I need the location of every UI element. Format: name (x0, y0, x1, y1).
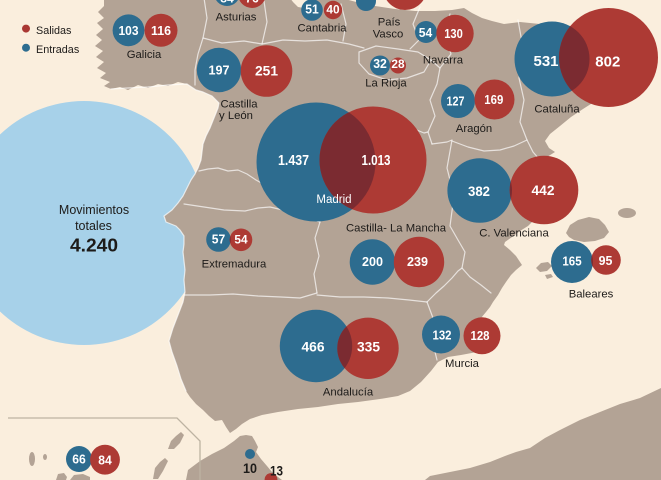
svg-text:Aragón: Aragón (456, 123, 492, 135)
svg-text:169: 169 (484, 92, 503, 107)
svg-text:Madrid: Madrid (316, 194, 351, 206)
svg-text:128: 128 (471, 328, 490, 343)
svg-text:32: 32 (373, 57, 387, 71)
svg-text:66: 66 (72, 453, 86, 467)
svg-text:Murcia: Murcia (445, 358, 480, 370)
svg-text:Vasco: Vasco (373, 29, 404, 41)
svg-text:116: 116 (151, 23, 171, 38)
svg-text:197: 197 (209, 62, 230, 77)
svg-text:Entradas: Entradas (36, 44, 80, 56)
svg-text:239: 239 (407, 254, 428, 269)
svg-text:40: 40 (326, 2, 339, 16)
svg-text:totales: totales (75, 219, 112, 233)
svg-text:200: 200 (362, 254, 383, 269)
svg-text:1.437: 1.437 (278, 152, 309, 169)
svg-text:Extremadura: Extremadura (202, 259, 267, 271)
svg-text:335: 335 (357, 339, 380, 354)
svg-text:382: 382 (468, 184, 490, 199)
svg-text:y León: y León (219, 110, 253, 122)
svg-text:Andalucía: Andalucía (323, 387, 374, 399)
svg-text:531: 531 (534, 54, 559, 70)
svg-text:251: 251 (255, 63, 278, 78)
svg-text:Baleares: Baleares (569, 289, 614, 301)
svg-text:132: 132 (433, 327, 452, 342)
svg-text:51: 51 (305, 2, 319, 16)
svg-text:4.240: 4.240 (70, 235, 118, 256)
svg-text:103: 103 (119, 23, 139, 38)
svg-text:10: 10 (243, 461, 257, 476)
svg-text:95: 95 (599, 253, 613, 268)
svg-text:28: 28 (391, 57, 404, 71)
svg-text:Castilla- La Mancha: Castilla- La Mancha (346, 223, 447, 235)
svg-text:13: 13 (270, 464, 283, 479)
svg-text:1.013: 1.013 (362, 152, 391, 169)
svg-text:127: 127 (447, 93, 465, 108)
svg-text:76: 76 (245, 0, 259, 6)
svg-text:Castilla: Castilla (220, 99, 258, 111)
svg-text:54: 54 (234, 233, 247, 247)
svg-text:Cataluña: Cataluña (534, 104, 580, 116)
svg-text:442: 442 (532, 183, 555, 198)
svg-text:Navarra: Navarra (423, 55, 464, 67)
svg-text:466: 466 (302, 339, 325, 354)
svg-text:Cantabria: Cantabria (298, 23, 348, 35)
svg-text:Galicia: Galicia (127, 49, 162, 61)
svg-text:84: 84 (98, 454, 112, 468)
svg-text:Asturias: Asturias (216, 12, 257, 24)
svg-text:C. Valenciana: C. Valenciana (479, 228, 549, 240)
svg-text:Movimientos: Movimientos (59, 203, 129, 217)
svg-text:165: 165 (562, 253, 582, 268)
svg-text:La Rioja: La Rioja (365, 78, 407, 90)
svg-text:54: 54 (419, 26, 433, 40)
svg-text:130: 130 (444, 26, 463, 41)
svg-text:802: 802 (595, 55, 620, 71)
svg-text:Salidas: Salidas (36, 25, 72, 37)
svg-text:84: 84 (220, 0, 234, 6)
svg-text:57: 57 (212, 233, 226, 247)
svg-text:País: País (378, 17, 401, 29)
